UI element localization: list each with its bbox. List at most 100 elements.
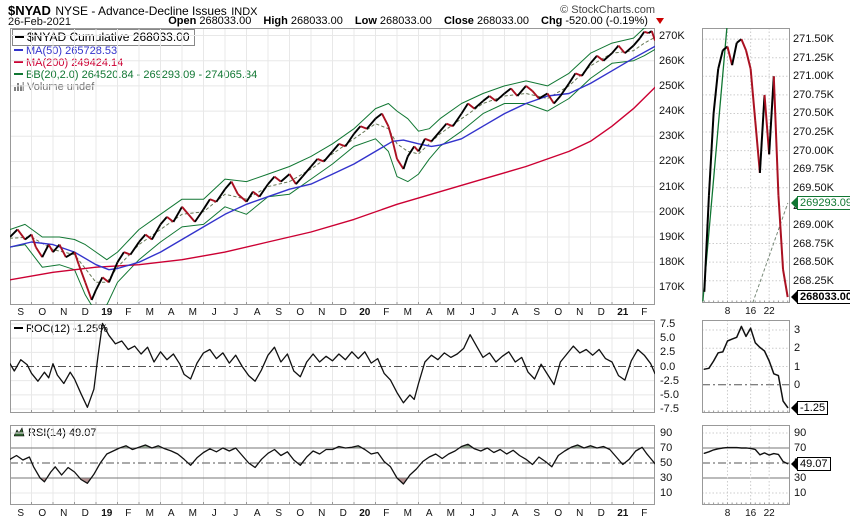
price-line-seg <box>624 44 635 54</box>
bb-lower-line <box>10 48 655 305</box>
price-line-seg <box>516 85 527 97</box>
month-label: S <box>17 508 25 519</box>
inset-price-line-seg <box>782 269 789 298</box>
low-label: Low <box>354 15 377 27</box>
price-line-seg <box>144 233 153 241</box>
close-label: Close <box>443 15 474 27</box>
rsi-area-icon <box>13 427 25 437</box>
month-label: J <box>233 508 239 519</box>
price-line-seg <box>402 156 409 170</box>
price-line-seg <box>151 223 162 240</box>
high-value: 268033.00 <box>290 15 343 27</box>
price-line-seg <box>187 213 196 223</box>
month-label: J <box>469 307 475 318</box>
price-line-seg <box>194 208 205 223</box>
rsi-overbought-fill <box>459 444 474 448</box>
price-line-seg <box>643 30 649 34</box>
main-ytick-label: 220K <box>659 155 685 168</box>
rsi-inset-line <box>703 446 789 465</box>
inset-price-line-seg <box>717 50 724 70</box>
inset-price-line-seg <box>758 94 766 173</box>
roc-inset-line <box>703 325 789 409</box>
inset-price-line-seg <box>731 42 738 66</box>
chg-label: Chg <box>541 15 563 27</box>
month-label: A <box>253 307 261 318</box>
month-label: J <box>211 307 217 318</box>
rsi_inset-panel <box>702 425 790 505</box>
price-line-seg <box>65 251 75 258</box>
price-line-seg <box>381 113 390 127</box>
price-line-seg <box>267 175 276 185</box>
month-label: 20 <box>359 307 371 318</box>
price-line-seg <box>181 206 190 215</box>
price_inset-ytick-label: 271.00K <box>793 70 834 83</box>
inset-price-line-seg <box>707 113 715 196</box>
price-line-seg <box>138 233 147 243</box>
month-label: S <box>275 508 283 519</box>
month-label: D <box>81 508 89 519</box>
roc-ytick-label: 7.5 <box>660 317 676 330</box>
price-line-seg <box>531 90 540 100</box>
price-line-seg <box>602 52 613 62</box>
inset-price-line-seg <box>754 120 761 174</box>
price-line-seg <box>473 100 484 110</box>
month-label: N <box>576 508 584 519</box>
main-ytick-label: 250K <box>659 79 685 92</box>
chart-date: 26-Feb-2021 <box>8 16 71 28</box>
price-line-seg <box>353 125 362 135</box>
callout-value: 49.07 <box>797 456 831 471</box>
price_inset-ytick-label: 269.00K <box>793 218 834 231</box>
month-label: F <box>641 508 648 519</box>
price-line-seg <box>439 123 448 132</box>
price-line-seg <box>525 85 534 92</box>
price-line-seg <box>650 30 655 41</box>
chg-down-arrow-icon[interactable] <box>656 18 664 24</box>
price-line-seg <box>617 45 626 54</box>
exchange-label: INDX <box>231 6 258 18</box>
day-label: 16 <box>745 306 757 317</box>
month-label: M <box>145 307 154 318</box>
main-ytick-label: 180K <box>659 256 685 269</box>
month-label: A <box>511 307 519 318</box>
price-line-seg <box>596 54 604 62</box>
index-name: NYSE - Advance-Decline Issues <box>55 4 227 18</box>
month-label: M <box>188 508 197 519</box>
legend-volume: Volume undef <box>14 81 94 93</box>
chg-value: -520.00 (-0.19%) <box>565 15 648 27</box>
price-line-seg <box>116 251 125 263</box>
day-label: 16 <box>745 508 757 519</box>
rsi_inset-ytick-label: 70 <box>794 442 807 455</box>
month-label: 21 <box>617 508 629 519</box>
ma200-swatch <box>14 61 23 64</box>
price-line-seg <box>396 158 405 170</box>
price-line-seg <box>632 37 641 47</box>
price_inset-ytick-label: 270.00K <box>793 144 834 157</box>
main-ytick-label: 240K <box>659 105 685 118</box>
rsi_inset-ytick-label: 10 <box>794 487 807 499</box>
month-label: O <box>38 508 47 519</box>
roc-swatch <box>14 327 23 330</box>
month-label: F <box>125 508 132 519</box>
price-line-seg <box>611 45 620 54</box>
callout-value: 268033.00 <box>797 289 850 304</box>
month-label: N <box>576 307 584 318</box>
legend-bb: BB(20,2.0) 264520.84 - 269293.09 - 27406… <box>14 69 257 81</box>
month-label: A <box>425 508 433 519</box>
rsi-panel <box>10 425 655 505</box>
roc-ytick-label: 0.0 <box>660 360 676 373</box>
price-line-seg <box>568 72 577 84</box>
price_inset-ytick-label: 270.25K <box>793 126 834 139</box>
price-line-seg <box>446 122 454 128</box>
open-value: 268033.00 <box>199 15 252 27</box>
month-label: S <box>533 508 541 519</box>
price-line-seg <box>575 72 583 77</box>
price-line-seg <box>166 216 174 223</box>
price-line-seg <box>224 180 233 190</box>
price-line-seg <box>510 87 519 97</box>
bb-upper-line <box>10 28 647 261</box>
month-label: 20 <box>359 508 371 519</box>
inset-price-line-seg <box>726 46 734 66</box>
month-label: J <box>491 307 497 318</box>
price_inset-ytick-label: 268.25K <box>793 274 834 287</box>
price-line-seg <box>77 264 87 283</box>
